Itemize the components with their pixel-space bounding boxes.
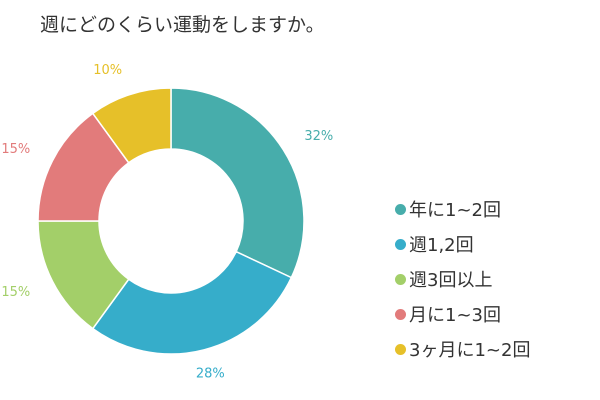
data-label-1: 32% [304, 129, 333, 144]
legend-item-yearly[interactable]: 年に1~2回 [395, 197, 530, 221]
donut-slice-5[interactable] [91, 87, 172, 164]
chart-title: 週にどのくらい運動をしますか。 [40, 14, 325, 36]
legend: 年に1~2回 週1,2回 週3回以上 月に1~3回 3ヶ月に1~2回 [395, 197, 530, 361]
data-label-3: 15% [1, 285, 30, 300]
donut-slice-2[interactable] [91, 250, 293, 355]
legend-marker [395, 343, 406, 355]
legend-label: 週3回以上 [409, 270, 493, 291]
data-label-5: 10% [93, 63, 122, 78]
legend-item-quarterly[interactable]: 3ヶ月に1~2回 [395, 337, 530, 361]
data-label-4: 15% [1, 142, 30, 157]
legend-label: 週1,2回 [409, 235, 474, 256]
legend-label: 3ヶ月に1~2回 [409, 340, 531, 361]
legend-label: 月に1~3回 [409, 305, 501, 326]
legend-label: 年に1~2回 [409, 200, 501, 221]
donut-slice-1[interactable] [170, 87, 305, 279]
legend-item-monthly[interactable]: 月に1~3回 [395, 302, 530, 326]
data-labels: 32% 28% 15% 15% 10% [1, 63, 333, 381]
legend-marker [395, 273, 406, 285]
legend-marker [395, 203, 406, 215]
data-label-2: 28% [196, 367, 225, 382]
legend-item-weekly-3-plus[interactable]: 週3回以上 [395, 267, 530, 291]
legend-marker [395, 308, 406, 320]
legend-marker [395, 238, 406, 250]
donut-slices [37, 87, 305, 355]
legend-item-weekly-1-2[interactable]: 週1,2回 [395, 232, 530, 256]
